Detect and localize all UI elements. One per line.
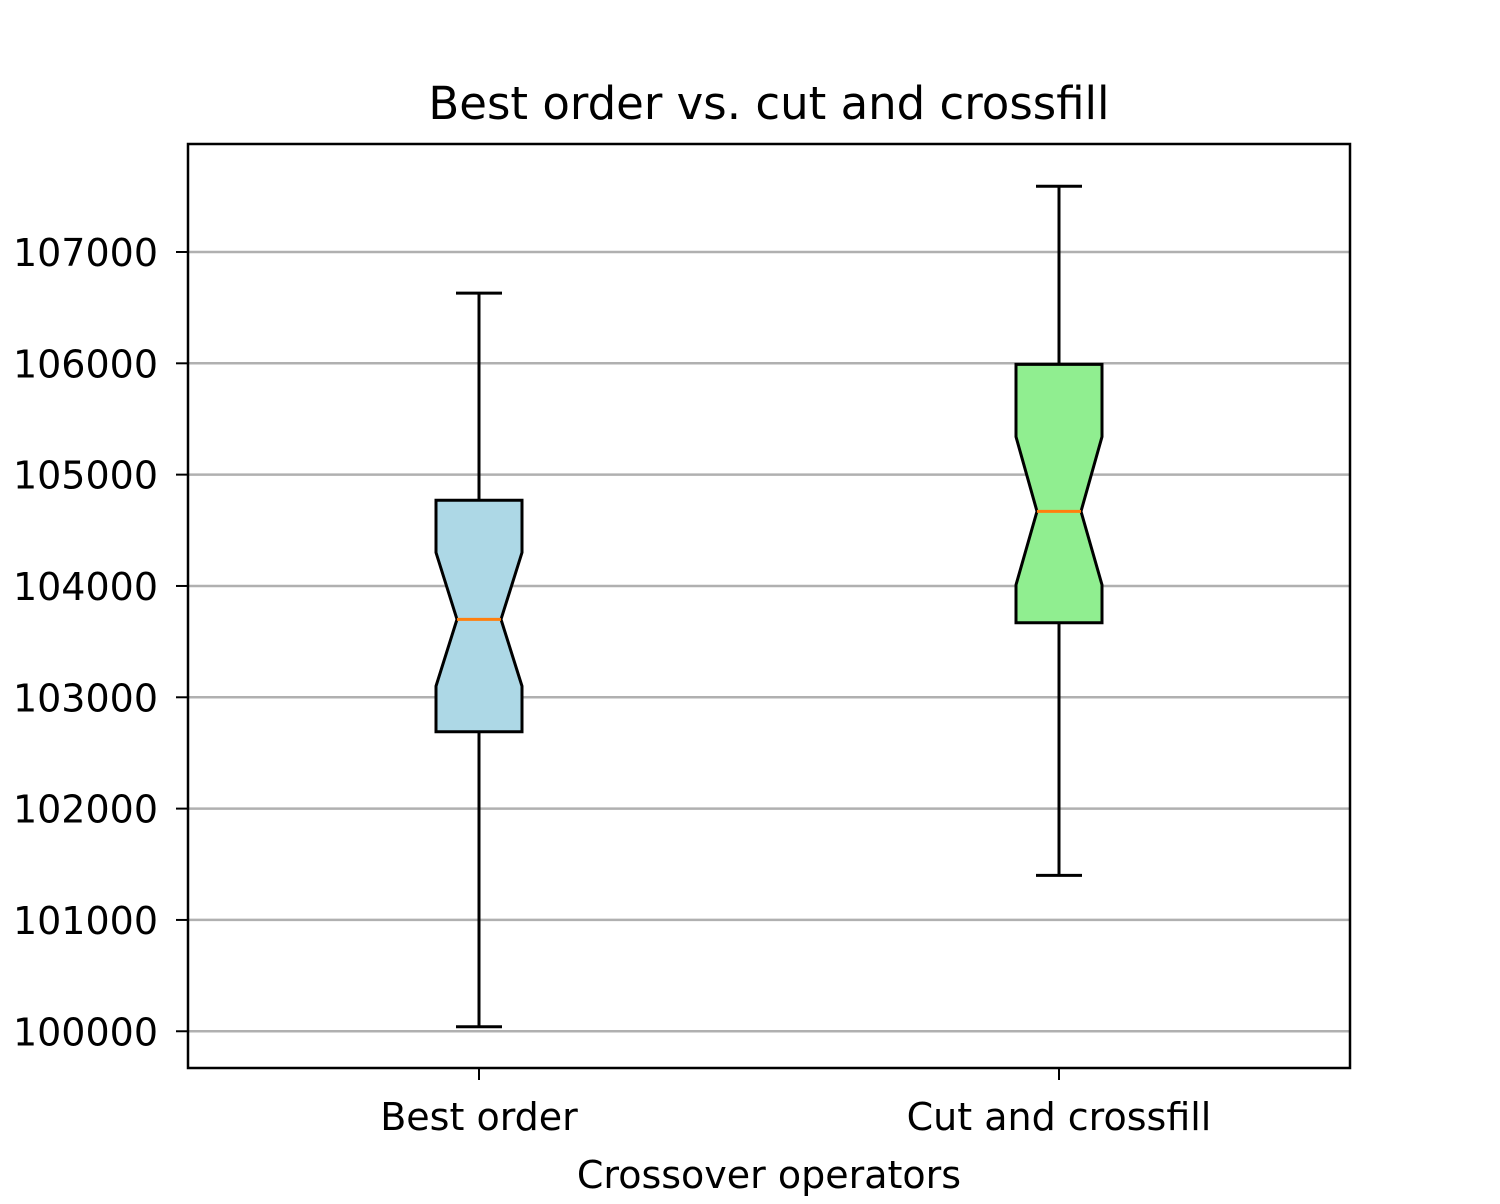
boxes-layer [434,184,1104,1029]
x-tick-label: Cut and crossfill [907,1095,1212,1139]
y-tick-label: 105000 [13,454,158,498]
box-body [434,498,524,734]
x-tick-label: Best order [380,1095,578,1139]
y-tick-label: 102000 [13,788,158,832]
x-axis-label: Crossover operators [577,1153,961,1197]
box-best-order [434,291,524,1029]
x-axis-ticks: Best order Cut and crossfill [380,1068,1211,1139]
chart-title: Best order vs. cut and crossfill [428,77,1109,130]
y-tick-label: 106000 [13,342,158,386]
plot-frame [186,142,1352,1070]
y-tick-label: 104000 [13,565,158,609]
y-tick-label: 100000 [13,1010,158,1054]
box-cut-and-crossfill [1014,184,1104,877]
box-body [1014,362,1104,625]
y-tick-label: 103000 [13,676,158,720]
y-tick-label: 107000 [13,231,158,275]
grid-lines [188,250,1350,1033]
y-tick-label: 101000 [13,899,158,943]
y-axis-ticks: 100000 101000 102000 103000 104000 105000 1060… [13,231,188,1054]
